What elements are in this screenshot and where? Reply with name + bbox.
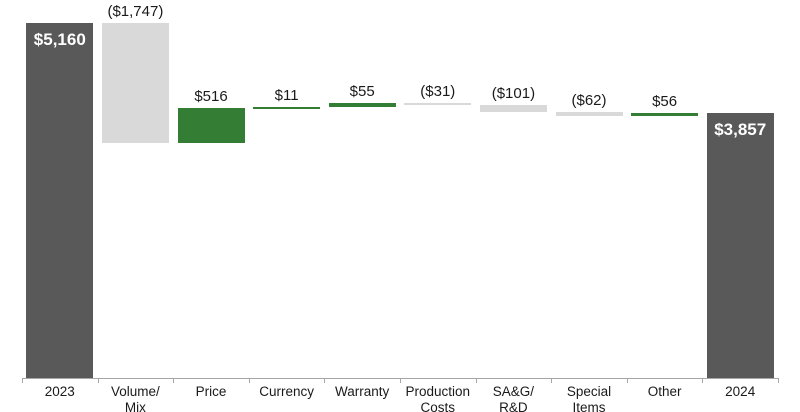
bar-2024 — [706, 112, 774, 378]
value-label-special-items: ($62) — [571, 92, 607, 110]
value-label-production-costs: ($31) — [420, 83, 456, 101]
category-label-other: Other — [647, 384, 682, 399]
bar-other — [631, 112, 699, 117]
bar-price — [177, 107, 245, 144]
value-label-inside-2024: $3,857 — [714, 119, 767, 139]
value-label-warranty: $55 — [349, 83, 375, 101]
bar-volume-mix — [101, 23, 169, 144]
category-label-volume-mix: Volume/ Mix — [111, 384, 160, 412]
category-label-price: Price — [195, 384, 227, 399]
category-label-warranty: Warranty — [335, 384, 390, 399]
value-label-price: $516 — [194, 87, 228, 105]
x-axis-tick — [173, 378, 175, 383]
x-axis-tick — [22, 378, 23, 383]
bar-2023 — [26, 23, 94, 378]
category-label-special-items: Special Items — [566, 384, 612, 412]
category-label-currency: Currency — [259, 384, 314, 399]
value-label-sa-g-r-d: ($101) — [491, 85, 536, 103]
x-axis-tick — [702, 378, 704, 383]
x-axis-tick — [324, 378, 326, 383]
x-axis-tick — [551, 378, 553, 383]
category-label-2024: 2024 — [725, 384, 756, 399]
bar-currency — [253, 106, 321, 109]
x-axis-tick — [778, 378, 779, 383]
value-label-inside-2023: $5,160 — [33, 30, 86, 49]
bar-warranty — [328, 103, 396, 107]
bar-production-costs — [404, 103, 472, 106]
category-label-2023: 2023 — [44, 384, 75, 399]
x-axis-tick — [626, 378, 628, 383]
x-axis-tick — [475, 378, 477, 383]
category-label-sa-g-r-d: SA&G/ R&D — [492, 384, 535, 412]
x-axis-tick — [400, 378, 401, 383]
bar-special-items — [555, 112, 623, 117]
x-axis-tick — [248, 378, 250, 383]
value-label-other: $56 — [652, 92, 678, 110]
value-label-currency: $11 — [274, 86, 299, 104]
bar-sa-g-r-d — [479, 105, 547, 113]
category-label-production-costs: Production Costs — [405, 384, 471, 412]
x-axis-tick — [97, 378, 99, 383]
value-label-volume-mix: ($1,747) — [107, 3, 164, 20]
